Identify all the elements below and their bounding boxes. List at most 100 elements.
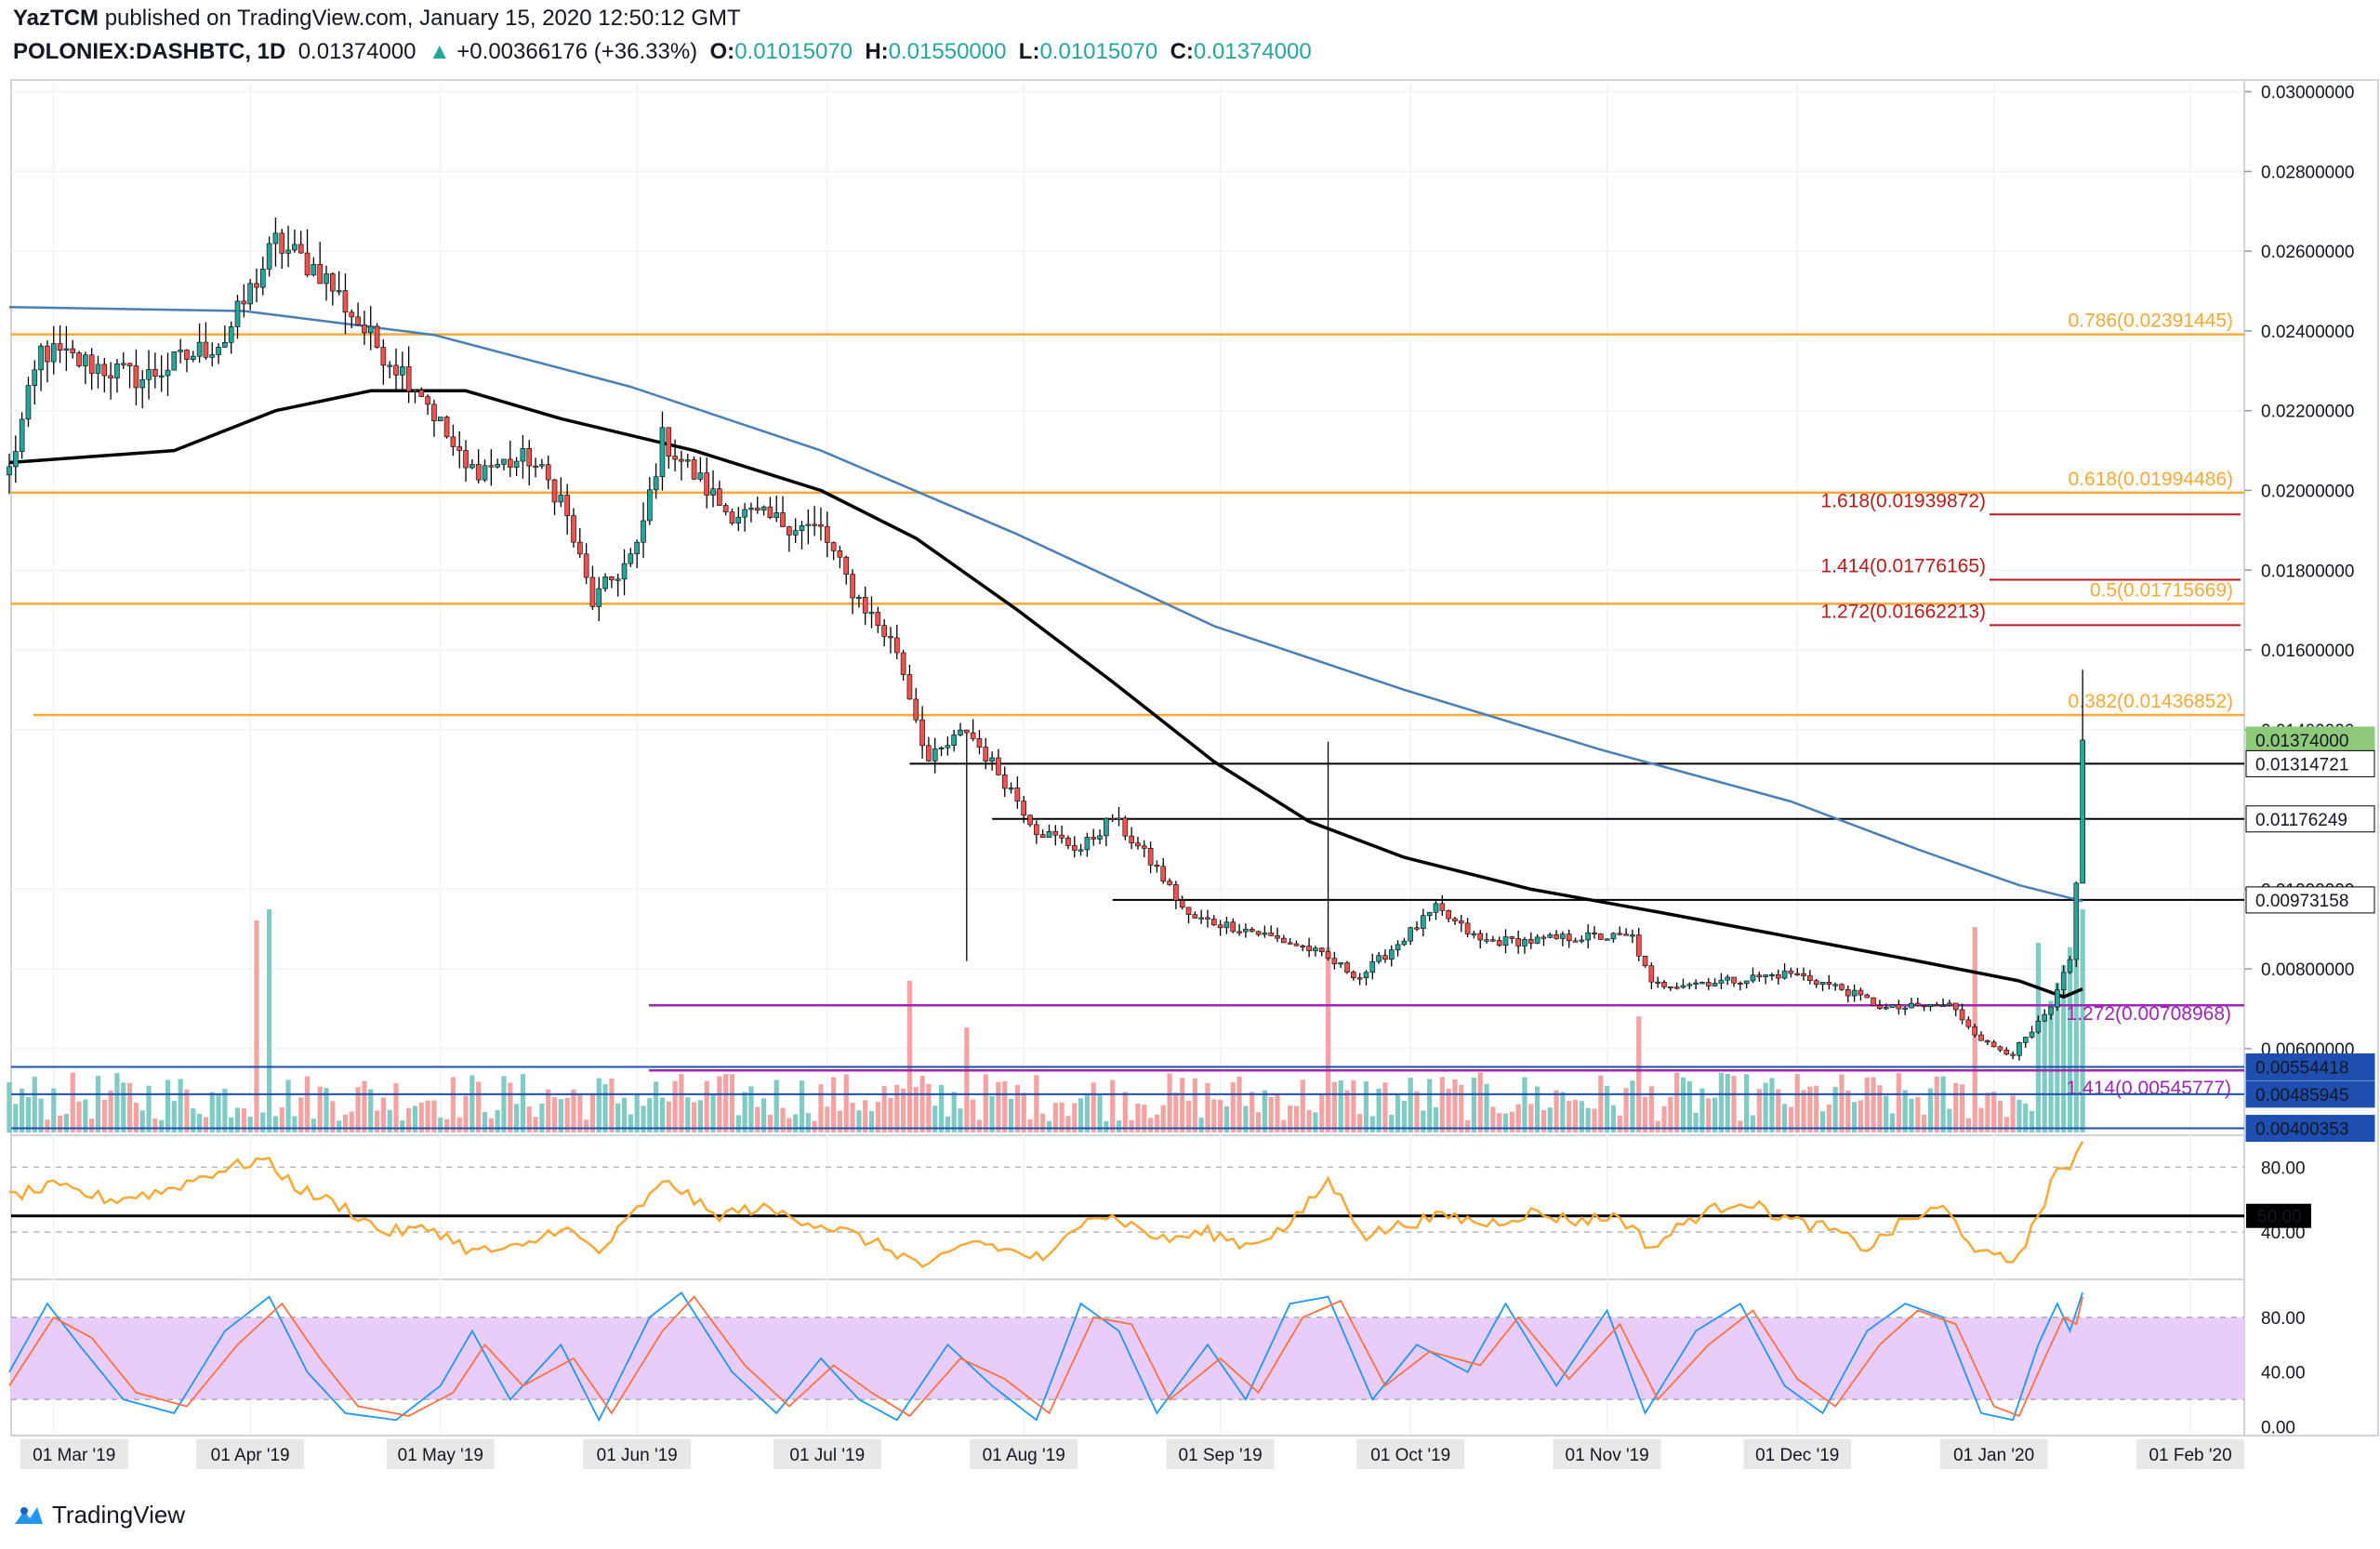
candle-body xyxy=(13,451,19,468)
candle-body xyxy=(602,576,608,589)
volume-bar xyxy=(1978,1107,1984,1132)
candle-body xyxy=(349,311,355,318)
volume-bar xyxy=(1223,1105,1230,1132)
candle-body xyxy=(45,345,50,363)
volume-bar xyxy=(1940,1076,1946,1132)
candle-body xyxy=(165,369,171,377)
volume-bar xyxy=(450,1077,456,1132)
volume-bar xyxy=(1059,1102,1064,1132)
volume-bar xyxy=(1819,1111,1826,1132)
volume-bar xyxy=(1198,1118,1204,1132)
volume-bar xyxy=(1554,1090,1559,1132)
candle-body xyxy=(1356,977,1363,980)
ma-100-line xyxy=(8,305,2083,903)
volume-bar xyxy=(888,1097,893,1132)
volume-bar xyxy=(1769,1078,1775,1132)
tradingview-footer[interactable]: TradingView xyxy=(13,1501,185,1529)
candle-body xyxy=(1306,946,1312,952)
candle-body xyxy=(336,290,342,293)
volume-bar xyxy=(1965,1118,1971,1132)
volume-bar xyxy=(108,1090,113,1132)
volume-bar xyxy=(1185,1100,1192,1132)
candle-body xyxy=(1116,817,1122,820)
candle-body xyxy=(1313,947,1318,952)
volume-bar xyxy=(1756,1089,1762,1132)
candle-body xyxy=(1725,976,1731,981)
volume-bar xyxy=(1636,1016,1642,1132)
volume-bar xyxy=(926,1083,932,1132)
time-tick-bg xyxy=(773,1439,881,1469)
price-tick-label: 0.03000000 xyxy=(2261,84,2354,103)
volume-bar xyxy=(1540,1110,1547,1132)
candle-body xyxy=(868,612,875,615)
volume-bar xyxy=(1250,1092,1255,1132)
candle-body xyxy=(1604,938,1610,941)
candle-body xyxy=(234,300,241,327)
volume-bar xyxy=(1535,1086,1540,1132)
candle-body xyxy=(50,343,57,363)
candle-body xyxy=(1414,927,1420,930)
volume-bar xyxy=(976,1119,983,1132)
volume-bar xyxy=(1142,1105,1147,1132)
candle-body xyxy=(697,472,704,480)
candle-body xyxy=(805,523,812,526)
candle-body xyxy=(431,404,437,422)
volume-bar xyxy=(267,909,272,1132)
candle-body xyxy=(1433,903,1439,913)
rsi-tick-label: 40.00 xyxy=(2261,1224,2306,1243)
volume-bar xyxy=(324,1088,329,1132)
volume-bar xyxy=(83,1099,88,1132)
candle-body xyxy=(1141,845,1147,849)
candle-body xyxy=(425,396,430,405)
candle-body xyxy=(1471,933,1477,935)
time-tick-bg xyxy=(20,1439,128,1469)
candle-body xyxy=(475,464,482,481)
volume-bar xyxy=(126,1082,133,1132)
candle-body xyxy=(634,541,640,554)
time-tick-label: 01 May '19 xyxy=(398,1446,483,1465)
candle-body xyxy=(875,612,881,626)
candle-body xyxy=(1889,1004,1896,1008)
candle-body xyxy=(7,466,12,476)
rsi-tick-label: 80.00 xyxy=(2261,1158,2306,1178)
candle-body xyxy=(830,542,837,551)
candle-body xyxy=(799,525,805,531)
volume-bar xyxy=(1693,1112,1699,1132)
volume-bar xyxy=(1052,1103,1058,1132)
volume-bar xyxy=(1839,1074,1844,1132)
volume-bar xyxy=(1674,1072,1680,1132)
volume-bar xyxy=(906,980,913,1132)
volume-bar xyxy=(710,1093,716,1132)
time-tick-label: 01 Jun '19 xyxy=(597,1446,678,1465)
candle-body xyxy=(856,597,862,600)
volume-bar xyxy=(2042,1018,2047,1132)
volume-bar xyxy=(1515,1104,1521,1132)
time-axis[interactable]: 01 Mar '19 01 Apr '19 01 May '19 01 Jun '19… xyxy=(20,1439,2245,1469)
candle-body xyxy=(792,530,799,536)
candle-body xyxy=(1763,974,1768,978)
volume-bar xyxy=(901,1088,906,1132)
candle-body xyxy=(1743,980,1750,985)
volume-bar xyxy=(628,1114,633,1132)
volume-bar xyxy=(577,1094,583,1132)
candle-body xyxy=(443,417,450,438)
volume-bar xyxy=(1623,1088,1629,1132)
candle-body xyxy=(203,341,209,358)
volume-bar xyxy=(1699,1088,1705,1132)
volume-bar xyxy=(1129,1119,1134,1132)
candle-body xyxy=(513,460,520,468)
price-tag-label: 0.00554418 xyxy=(2255,1058,2348,1078)
candle-body xyxy=(1104,817,1109,837)
volume-bar xyxy=(393,1083,399,1132)
volume-bar xyxy=(285,1079,291,1132)
candle-body xyxy=(729,511,735,523)
volume-bar xyxy=(1427,1079,1433,1132)
volume-bar xyxy=(1084,1092,1090,1132)
time-tick-bg xyxy=(1939,1439,2048,1469)
rsi-midline-tag-bg xyxy=(2246,1203,2311,1228)
volume-bar xyxy=(2061,965,2067,1132)
time-tick-label: 01 Jul '19 xyxy=(789,1446,865,1465)
volume-bar xyxy=(1008,1098,1014,1132)
candle-body xyxy=(774,512,780,518)
